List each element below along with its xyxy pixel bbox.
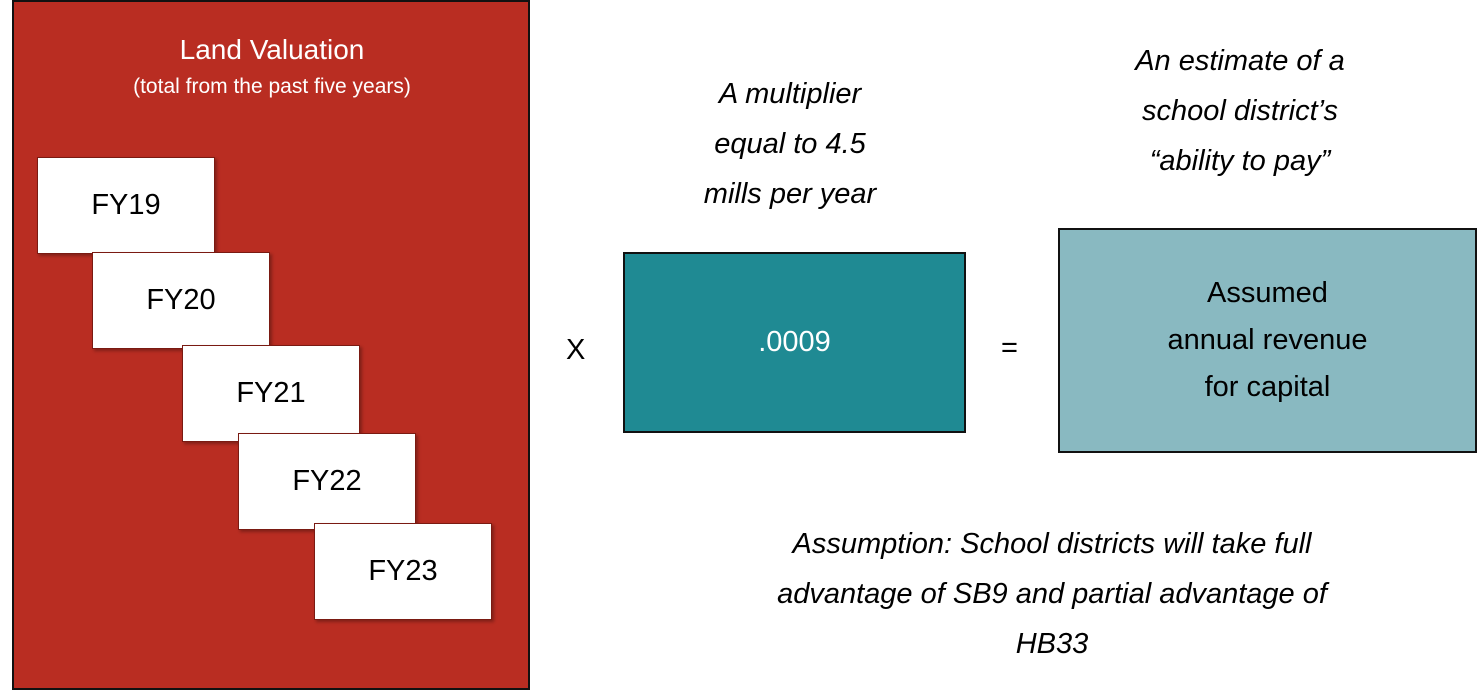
multiplier-caption: equal to 4.5 [714,128,866,160]
year-card: FY23 [314,523,492,620]
multiplier-caption: A multiplier [718,78,862,110]
multiplier-value: .0009 [758,326,831,359]
multiplier-box: .0009 [623,252,966,433]
valuation-title: Land Valuation [179,34,365,65]
result-label: for capital [1204,370,1331,403]
multiply-sign: X [566,334,586,366]
result-label: Assumed [1207,277,1328,310]
result-caption: school district’s [1141,95,1339,127]
result-label: annual revenue [1167,324,1368,357]
year-card: FY20 [92,252,270,349]
assumption-text: HB33 [1015,628,1089,660]
year-card: FY21 [182,345,360,442]
assumption-text: advantage of SB9 and partial advantage o… [777,578,1327,610]
result-box: Assumed annual revenue for capital [1058,228,1477,453]
year-card: FY22 [238,433,416,530]
equals-sign: = [1001,332,1018,364]
assumption-text: Assumption: School districts will take f… [792,528,1312,560]
valuation-subtitle: (total from the past five years) [133,75,411,98]
year-card: FY19 [37,157,215,254]
result-caption: “ability to pay” [1149,145,1331,177]
result-caption: An estimate of a [1135,45,1345,77]
multiplier-caption: mills per year [703,178,877,210]
